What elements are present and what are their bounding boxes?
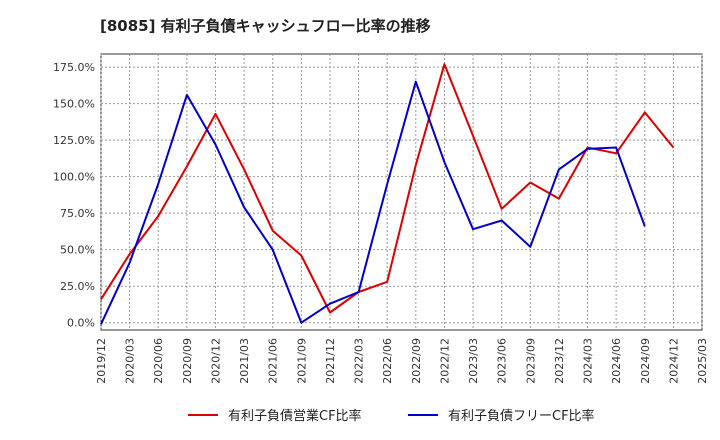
x-tick-label: 2022/12 — [438, 338, 451, 384]
x-tick-label: 2022/03 — [353, 338, 366, 384]
series-group — [100, 63, 675, 325]
legend: 有利子負債営業CF比率 有利子負債フリーCF比率 — [188, 408, 595, 424]
series-line-1 — [100, 63, 675, 314]
y-tick-label: 150.0% — [53, 98, 95, 111]
x-tick-label: 2020/12 — [209, 338, 222, 384]
chart-title: [8085] 有利子負債キャッシュフロー比率の推移 — [100, 17, 431, 35]
x-tick-label: 2024/03 — [582, 338, 595, 384]
x-tick-label: 2024/12 — [667, 338, 680, 384]
x-tick-label: 2020/03 — [124, 338, 137, 384]
x-tick-label: 2022/06 — [381, 338, 394, 384]
x-tick-label: 2024/06 — [610, 338, 623, 384]
x-axis: 2019/12 2020/03 2020/06 2020/09 2020/12 2021/… — [95, 338, 709, 384]
y-tick-label: 100.0% — [53, 171, 95, 184]
x-tick-label: 2022/09 — [410, 338, 423, 384]
x-tick-label: 2021/03 — [238, 338, 251, 384]
legend-label-1: 有利子負債営業CF比率 — [228, 408, 362, 424]
x-tick-label: 2020/06 — [152, 338, 165, 384]
series-line-2 — [100, 80, 646, 325]
y-axis: 0.0% 25.0% 50.0% 75.0% 100.0% 125.0% 150.0% 175… — [53, 61, 95, 330]
y-tick-label: 175.0% — [53, 61, 95, 74]
y-tick-label: 0.0% — [67, 317, 95, 330]
y-tick-label: 125.0% — [53, 134, 95, 147]
x-tick-label: 2025/03 — [696, 338, 709, 384]
x-tick-label: 2023/06 — [496, 338, 509, 384]
x-tick-label: 2020/09 — [181, 338, 194, 384]
y-tick-label: 75.0% — [60, 207, 95, 220]
x-tick-label: 2019/12 — [95, 338, 108, 384]
x-tick-label: 2021/09 — [295, 338, 308, 384]
y-tick-label: 50.0% — [60, 244, 95, 257]
x-tick-label: 2023/09 — [524, 338, 537, 384]
x-tick-label: 2023/03 — [467, 338, 480, 384]
legend-label-2: 有利子負債フリーCF比率 — [448, 408, 595, 424]
x-tick-label: 2024/09 — [639, 338, 652, 384]
x-tick-label: 2021/12 — [324, 338, 337, 384]
y-tick-label: 25.0% — [60, 280, 95, 293]
x-tick-label: 2023/12 — [553, 338, 566, 384]
plot-area — [100, 53, 703, 331]
x-tick-label: 2021/06 — [267, 338, 280, 384]
